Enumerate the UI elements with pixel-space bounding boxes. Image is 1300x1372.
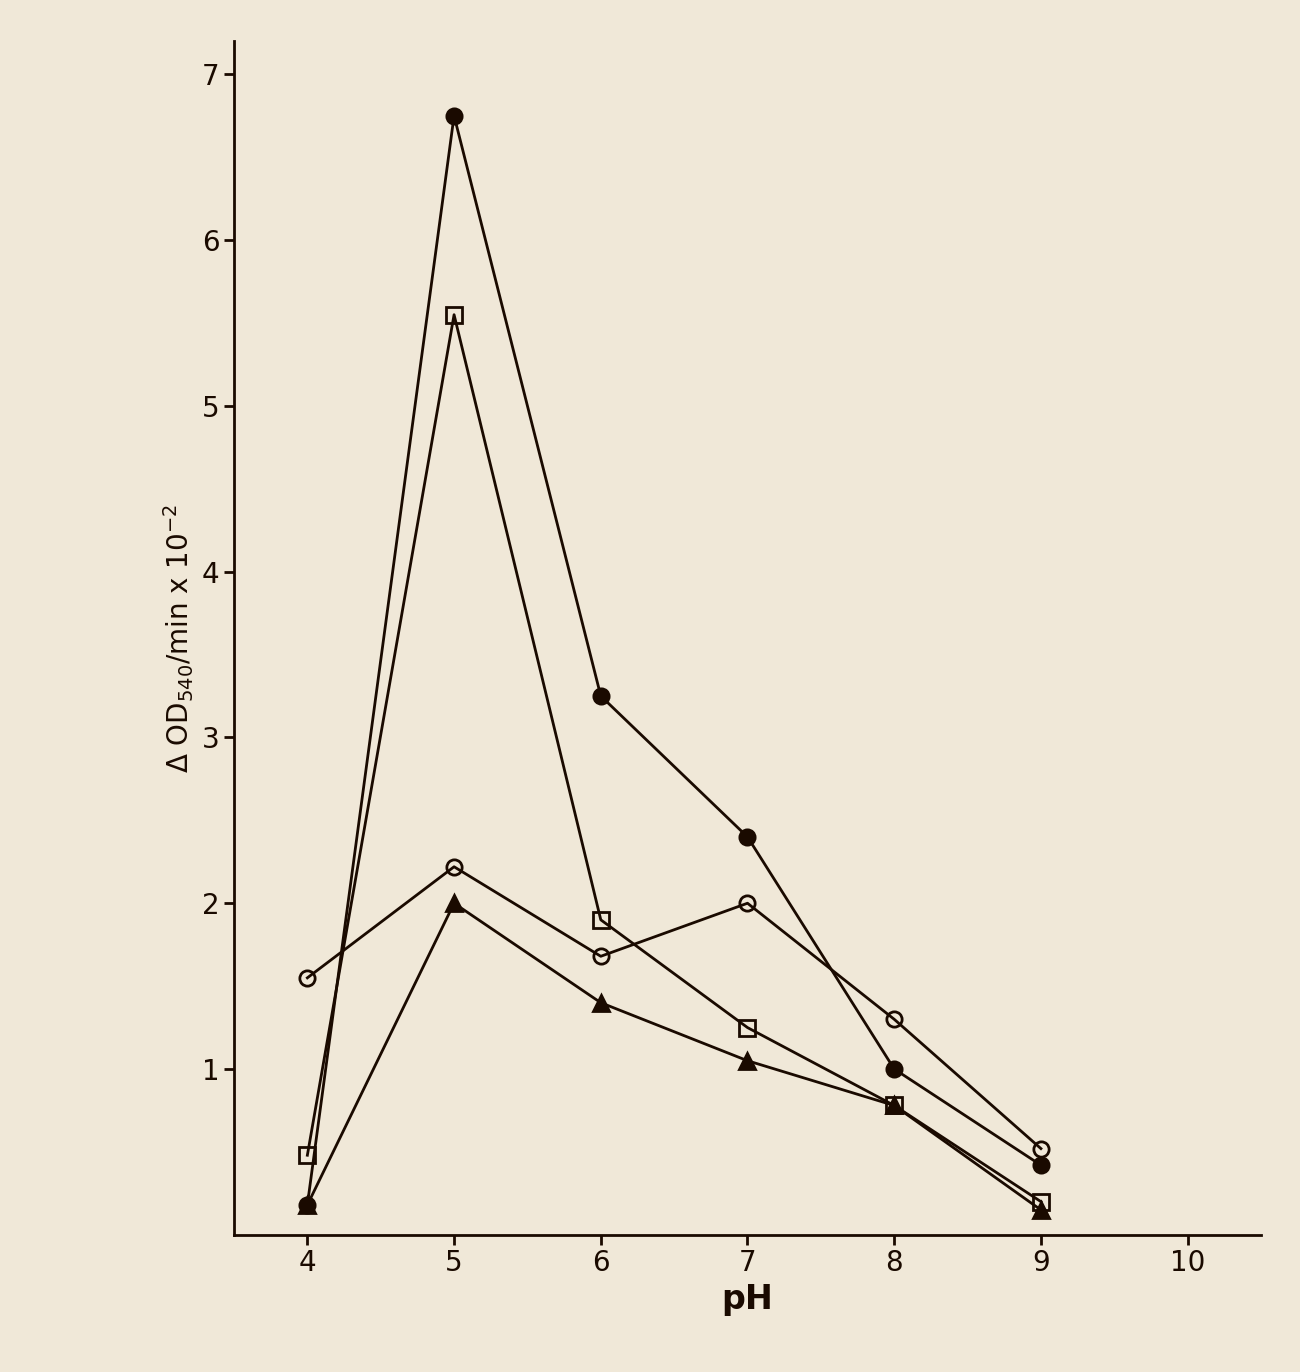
- X-axis label: pH: pH: [722, 1283, 774, 1316]
- Y-axis label: Δ OD$_{540}$/min x 10$^{-2}$: Δ OD$_{540}$/min x 10$^{-2}$: [161, 504, 196, 772]
